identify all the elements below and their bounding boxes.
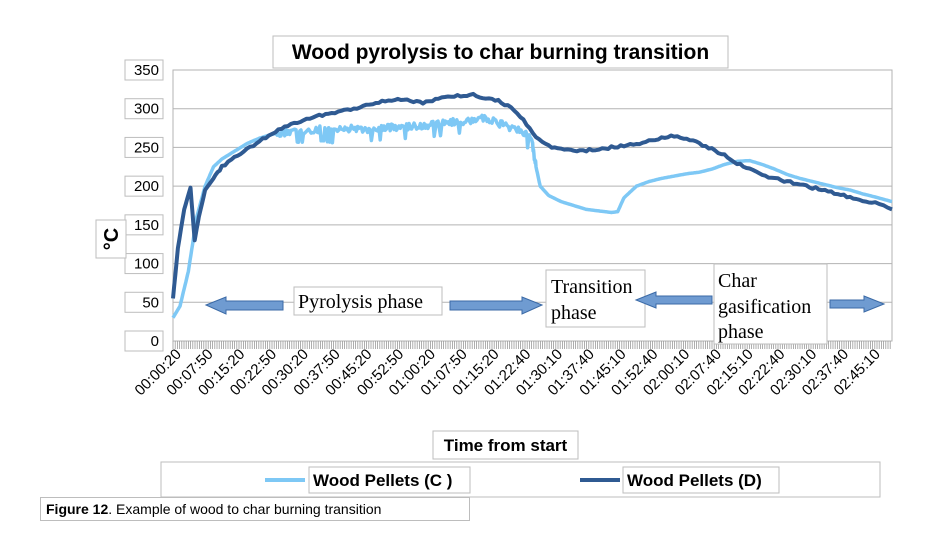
annotation-pyrolysis-label: Pyrolysis phase	[298, 291, 423, 313]
y-tick-label: 250	[134, 139, 159, 156]
y-axis-ticks: 0 50 100 150 200 250 300 350	[124, 59, 164, 352]
arrow-left-icon	[634, 291, 713, 309]
y-tick-label: 350	[134, 62, 159, 79]
y-tick-box	[124, 59, 164, 81]
y-axis-label: °C	[101, 228, 123, 250]
series-line-wood-pellets-c	[171, 113, 893, 319]
x-axis-tick-labels: 00:00:2000:07:5000:15:2000:22:5000:30:20…	[132, 346, 884, 399]
y-tick-box	[124, 175, 164, 197]
figure-caption: Figure 12. Example of wood to char burni…	[40, 497, 470, 521]
legend-label-c: Wood Pellets (C )	[313, 471, 452, 490]
y-tick-box	[124, 291, 164, 313]
arrow-right-icon	[449, 296, 544, 315]
y-tick-label: 100	[134, 256, 159, 273]
arrow-left-icon	[204, 296, 284, 315]
annotation-char-line2: gasification	[718, 296, 811, 318]
chart-title: Wood pyrolysis to char burning transitio…	[292, 41, 709, 64]
y-tick-label: 50	[142, 294, 159, 311]
caption-text: . Example of wood to char burning transi…	[108, 501, 382, 517]
annotation-pyrolysis: Pyrolysis phase	[204, 286, 544, 316]
series-line-wood-pellets-d	[171, 91, 893, 299]
legend-label-d: Wood Pellets (D)	[627, 471, 762, 490]
y-tick-label: 0	[151, 333, 159, 350]
annotation-transition-line2: phase	[551, 302, 597, 324]
y-tick-box	[124, 253, 164, 275]
annotation-transition: Transition phase	[545, 269, 713, 328]
legend: Wood Pellets (C ) Wood Pellets (D)	[265, 466, 780, 494]
caption-figure-label: Figure 12	[46, 501, 109, 517]
series-lines	[171, 91, 893, 319]
y-tick-label: 200	[134, 178, 159, 195]
arrow-right-icon	[829, 295, 886, 313]
x-axis-label: Time from start	[444, 436, 568, 455]
y-tick-box	[124, 330, 164, 352]
annotation-char-line3: phase	[718, 321, 764, 343]
annotation-char-line1: Char	[718, 270, 757, 292]
plot-area	[172, 69, 893, 342]
y-tick-box	[124, 136, 164, 158]
y-tick-label: 300	[134, 101, 159, 118]
annotation-char-gasification: Char gasification phase	[713, 263, 886, 345]
annotation-transition-line1: Transition	[551, 276, 633, 298]
y-tick-label: 150	[134, 217, 159, 234]
y-tick-box	[124, 98, 164, 120]
